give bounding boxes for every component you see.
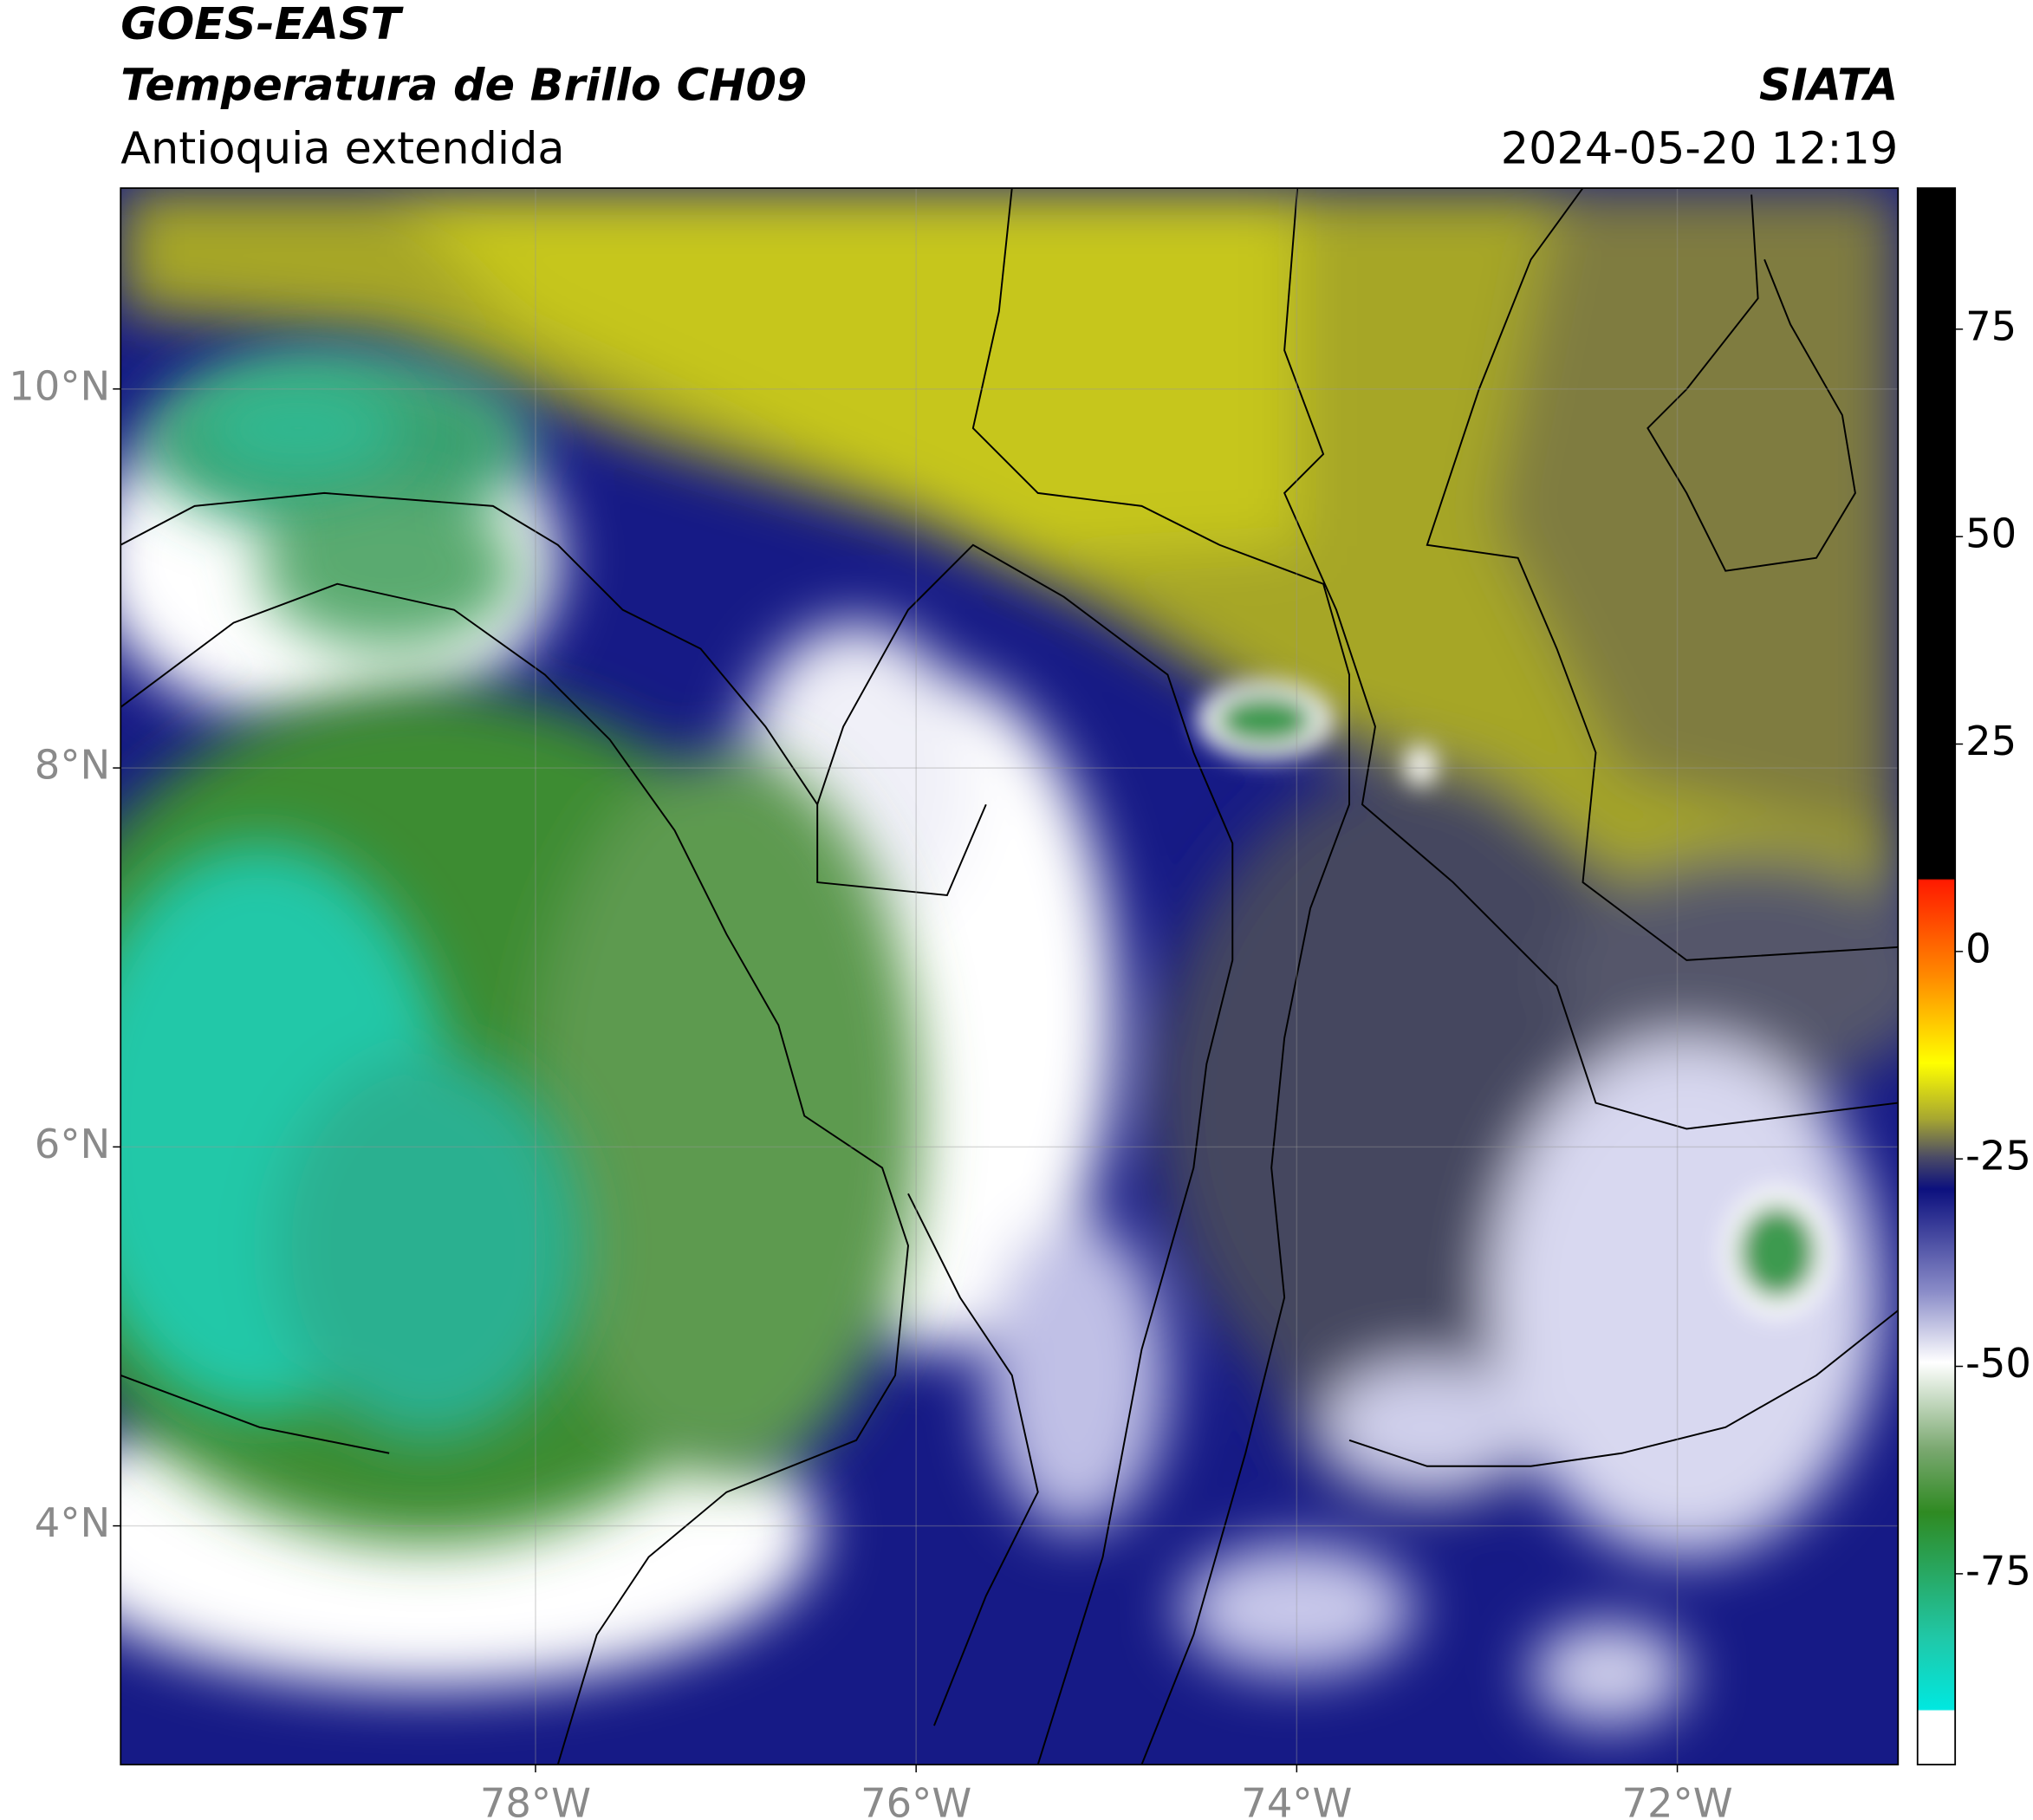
subtitle: Temperatura de Brillo CH09 [120, 60, 807, 111]
region: Antioquia extendida [120, 124, 564, 175]
datetime: 2024-05-20 12:19 [1501, 124, 1899, 175]
colorbar-tick-label: 25 [1965, 718, 2017, 764]
y-tick-label: 4°N [35, 1499, 110, 1546]
grid [120, 188, 1899, 1765]
x-tick-label: 78°W [480, 1779, 591, 1820]
colorbar-tick-label: -75 [1965, 1547, 2031, 1594]
colorbar [1916, 187, 1957, 1765]
map-frame [120, 187, 1900, 1765]
satellite-image [120, 188, 1899, 1765]
x-tick-label: 74°W [1241, 1779, 1352, 1820]
title: GOES-EAST [120, 0, 404, 50]
x-tick-label: 76°W [861, 1779, 971, 1820]
colorbar-tick-label: -50 [1965, 1340, 2031, 1387]
colorbar-tick-label: 0 [1965, 925, 1991, 972]
y-tick-label: 10°N [9, 362, 110, 409]
source: SIATA [1759, 60, 1898, 111]
colorbar-tick-label: 75 [1965, 302, 2017, 349]
y-tick-label: 8°N [35, 742, 110, 789]
x-tick-label: 72°W [1621, 1779, 1732, 1820]
colorbar-tick-label: -25 [1965, 1133, 2031, 1180]
y-tick-label: 6°N [35, 1121, 110, 1167]
colorbar-tick-label: 50 [1965, 510, 2017, 557]
